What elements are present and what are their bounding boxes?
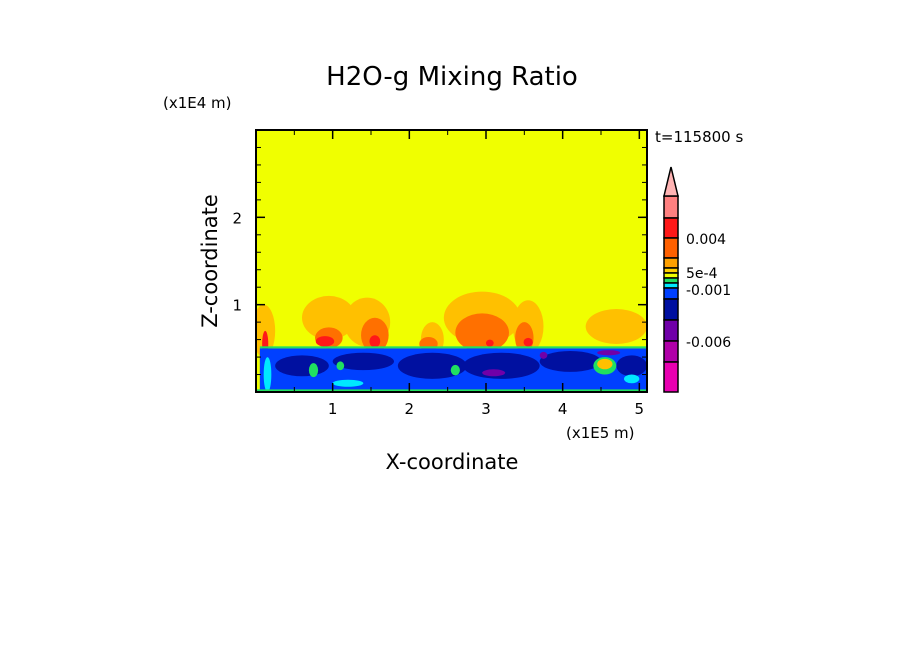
y-tick-label: 2 <box>232 209 242 227</box>
contour-blob <box>308 363 319 378</box>
y-tick-label: 1 <box>232 297 242 315</box>
contour-blob <box>539 351 548 359</box>
colorbar-swatch <box>663 298 679 321</box>
colorbar-swatch <box>663 195 679 219</box>
contour-blob <box>256 304 276 358</box>
y-axis-label: Z-coordinate <box>198 194 222 328</box>
contour-blob <box>302 295 356 340</box>
x-tick-label: 3 <box>481 400 491 418</box>
contour-blob <box>397 352 467 379</box>
colorbar-label: 0.004 <box>686 232 726 248</box>
contour-blob <box>616 355 647 377</box>
contour-blob <box>275 355 329 377</box>
colorbar-swatch <box>663 319 679 342</box>
contour-blob <box>597 350 621 356</box>
contour-blob <box>450 364 460 376</box>
colorbar-swatch <box>663 287 679 300</box>
plot-frame <box>255 129 648 393</box>
contour-blob <box>315 336 335 347</box>
layer-edge <box>259 346 647 349</box>
colorbar-label: 5e-4 <box>686 266 718 282</box>
contour-blob <box>463 352 540 379</box>
colorbar-label: -0.001 <box>686 283 731 299</box>
colorbar-swatch <box>663 257 679 269</box>
x-tick-label: 2 <box>405 400 415 418</box>
contour-field <box>256 130 647 392</box>
contour-blob <box>539 350 601 372</box>
contour-blob <box>486 339 494 347</box>
contour-blob <box>482 369 506 377</box>
x-unit-label: (x1E5 m) <box>566 424 635 442</box>
contour-blob <box>369 335 381 348</box>
colorbar-overflow-triangle <box>663 166 679 197</box>
surface-band <box>256 389 647 392</box>
contour-blob <box>361 317 389 353</box>
contour-blob <box>585 309 647 344</box>
x-tick-label: 4 <box>558 400 568 418</box>
colorbar-swatch <box>663 340 679 363</box>
colorbar-swatch <box>663 217 679 239</box>
y-unit-label: (x1E4 m) <box>163 94 232 112</box>
contour-blob <box>263 357 272 392</box>
contour-blob <box>336 361 345 371</box>
contour-blob <box>332 352 395 371</box>
axis-ticks: 1 2 3 4 5 1 2 <box>232 130 647 418</box>
contour-blob <box>332 379 364 387</box>
contour-blob <box>523 337 533 347</box>
x-tick-label: 5 <box>635 400 645 418</box>
colorbar-swatch <box>663 361 679 393</box>
colorbar: 0.004 5e-4-0.001 -0.006 <box>663 166 731 393</box>
colorbar-swatch <box>663 237 679 259</box>
x-axis-label: X-coordinate <box>386 450 519 474</box>
contour-blob <box>624 374 640 384</box>
chart-title: H2O-g Mixing Ratio <box>326 62 578 92</box>
x-tick-label: 1 <box>328 400 338 418</box>
contour-blob <box>597 358 613 370</box>
time-label: t=115800 s <box>655 128 743 146</box>
contour-blob <box>455 313 509 352</box>
colorbar-label: -0.006 <box>686 335 731 351</box>
